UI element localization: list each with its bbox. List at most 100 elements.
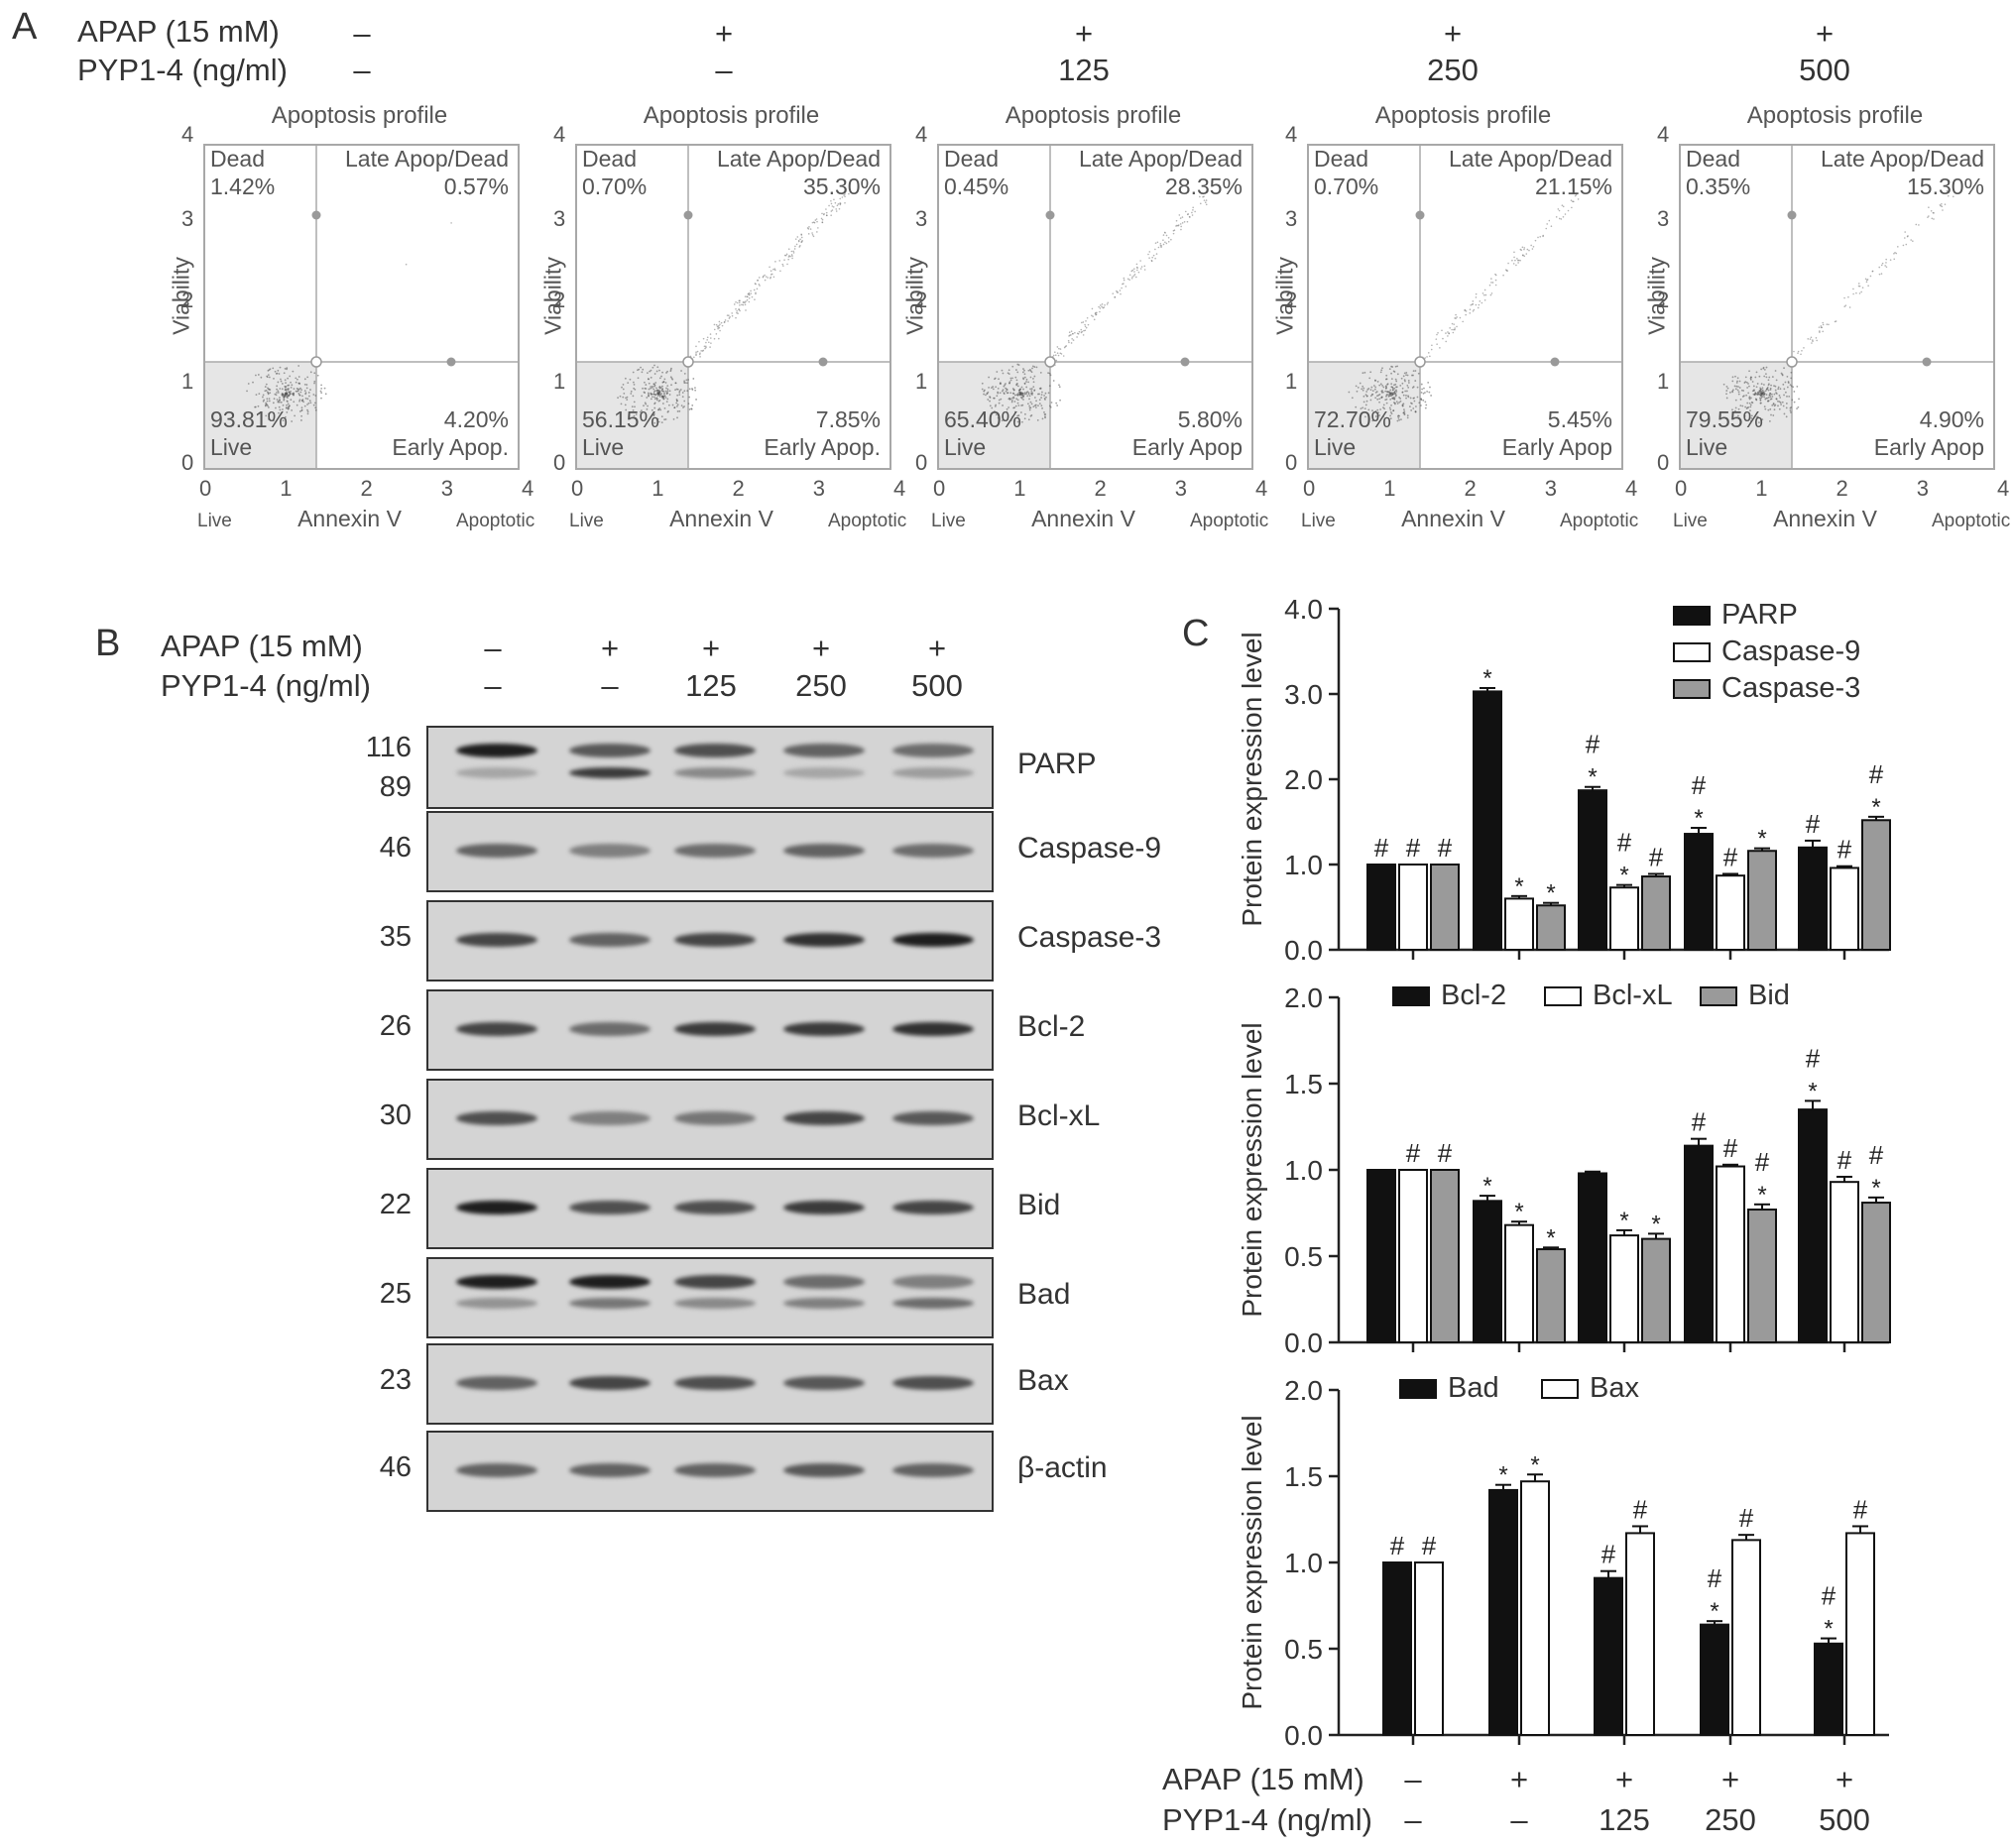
cell-dot bbox=[695, 354, 697, 357]
cell-dot bbox=[286, 404, 288, 406]
live-label: Live bbox=[210, 434, 253, 460]
cell-dot bbox=[1516, 258, 1518, 260]
panel-c-apap-value: + bbox=[1614, 1762, 1634, 1796]
cell-dot bbox=[646, 397, 649, 399]
cell-dot bbox=[1426, 391, 1429, 393]
cell-dot bbox=[1470, 303, 1473, 306]
cell-dot bbox=[1762, 392, 1765, 395]
cell-dot bbox=[1120, 292, 1122, 295]
significance-hash: # bbox=[1806, 1043, 1821, 1073]
cell-dot bbox=[661, 403, 664, 404]
cell-dot bbox=[1192, 209, 1194, 211]
cell-dot bbox=[1048, 404, 1051, 407]
cell-dot bbox=[832, 205, 835, 208]
cell-dot bbox=[769, 266, 770, 269]
cell-dot bbox=[1777, 386, 1780, 389]
cell-dot bbox=[1369, 371, 1372, 374]
cell-dot bbox=[750, 289, 752, 292]
cell-dot bbox=[657, 420, 660, 423]
cell-dot bbox=[666, 392, 669, 395]
cell-dot bbox=[790, 254, 793, 256]
cell-dot bbox=[1013, 410, 1016, 413]
cell-dot bbox=[1895, 252, 1898, 255]
cell-dot bbox=[787, 258, 789, 261]
y-tick-label: 1.5 bbox=[1284, 1069, 1323, 1099]
gate-handle bbox=[1045, 210, 1055, 220]
cell-dot bbox=[1513, 251, 1515, 254]
bar bbox=[1504, 897, 1534, 952]
cell-dot bbox=[998, 402, 1001, 404]
cell-dot bbox=[1403, 408, 1405, 410]
cell-dot bbox=[1530, 244, 1532, 247]
cell-dot bbox=[1454, 327, 1456, 329]
cell-dot bbox=[304, 397, 307, 400]
cell-dot bbox=[1764, 390, 1767, 393]
cell-dot bbox=[1393, 387, 1396, 390]
cell-dot bbox=[293, 401, 296, 404]
cell-dot bbox=[1401, 387, 1404, 390]
cell-dot bbox=[257, 404, 260, 407]
cell-dot bbox=[1747, 383, 1749, 385]
panel-a-pyp-value: 500 bbox=[1799, 53, 1850, 87]
cell-dot bbox=[821, 212, 823, 215]
cell-dot bbox=[297, 388, 300, 391]
protein-band bbox=[892, 1297, 974, 1309]
cell-dot bbox=[1028, 406, 1031, 409]
panel-b-apap-value: + bbox=[811, 631, 831, 665]
cell-dot bbox=[1030, 403, 1033, 405]
bar bbox=[1845, 1532, 1875, 1737]
legend-label: Caspase-3 bbox=[1721, 672, 1860, 704]
cell-dot bbox=[1374, 415, 1377, 417]
cell-dot bbox=[1058, 347, 1060, 350]
cell-dot bbox=[660, 375, 662, 378]
cell-dot bbox=[1769, 407, 1772, 410]
cell-dot bbox=[1139, 260, 1141, 262]
cell-dot bbox=[1750, 414, 1753, 417]
cell-dot bbox=[1399, 384, 1402, 387]
cell-dot bbox=[1774, 389, 1777, 392]
cell-dot bbox=[1027, 392, 1030, 395]
cell-dot bbox=[293, 393, 295, 395]
cell-dot bbox=[1494, 279, 1497, 282]
cell-dot bbox=[1011, 365, 1014, 368]
cell-dot bbox=[1731, 380, 1734, 383]
cell-dot bbox=[282, 408, 284, 410]
cell-dot bbox=[664, 382, 667, 384]
cell-dot bbox=[286, 411, 289, 413]
cell-dot bbox=[1749, 409, 1751, 412]
cell-dot bbox=[277, 381, 280, 384]
x-right-label: Apoptotic bbox=[1190, 511, 1269, 531]
cell-dot bbox=[844, 201, 846, 204]
significance-star: * bbox=[1757, 1182, 1766, 1209]
cell-dot bbox=[314, 402, 316, 404]
cell-dot bbox=[645, 403, 648, 405]
cell-dot bbox=[296, 390, 299, 393]
cell-dot bbox=[297, 382, 300, 385]
panel-b-pyp-label: PYP1-4 (ng/ml) bbox=[161, 668, 371, 703]
cell-dot bbox=[654, 398, 656, 401]
cell-dot bbox=[296, 388, 299, 391]
cell-dot bbox=[674, 389, 676, 392]
cell-dot bbox=[265, 383, 268, 386]
cell-dot bbox=[1002, 404, 1004, 406]
cell-dot bbox=[1789, 406, 1792, 409]
cell-dot bbox=[1028, 395, 1031, 398]
cell-dot bbox=[830, 214, 832, 217]
cell-dot bbox=[1019, 393, 1021, 395]
cell-dot bbox=[267, 417, 270, 420]
cell-dot bbox=[1001, 369, 1004, 372]
plot-title: Apoptosis profile bbox=[643, 102, 820, 129]
cell-dot bbox=[1380, 392, 1383, 394]
cell-dot bbox=[796, 236, 799, 238]
cell-dot bbox=[1363, 415, 1366, 418]
cell-dot bbox=[1022, 378, 1025, 381]
cell-dot bbox=[1078, 330, 1081, 333]
protein-band bbox=[783, 1274, 865, 1289]
cell-dot bbox=[1131, 269, 1134, 272]
cell-dot bbox=[287, 384, 290, 387]
cell-dot bbox=[1095, 313, 1097, 316]
cell-dot bbox=[678, 409, 681, 412]
cell-dot bbox=[292, 370, 295, 373]
legend-swatch bbox=[1392, 986, 1430, 1006]
cell-dot bbox=[1910, 239, 1912, 241]
